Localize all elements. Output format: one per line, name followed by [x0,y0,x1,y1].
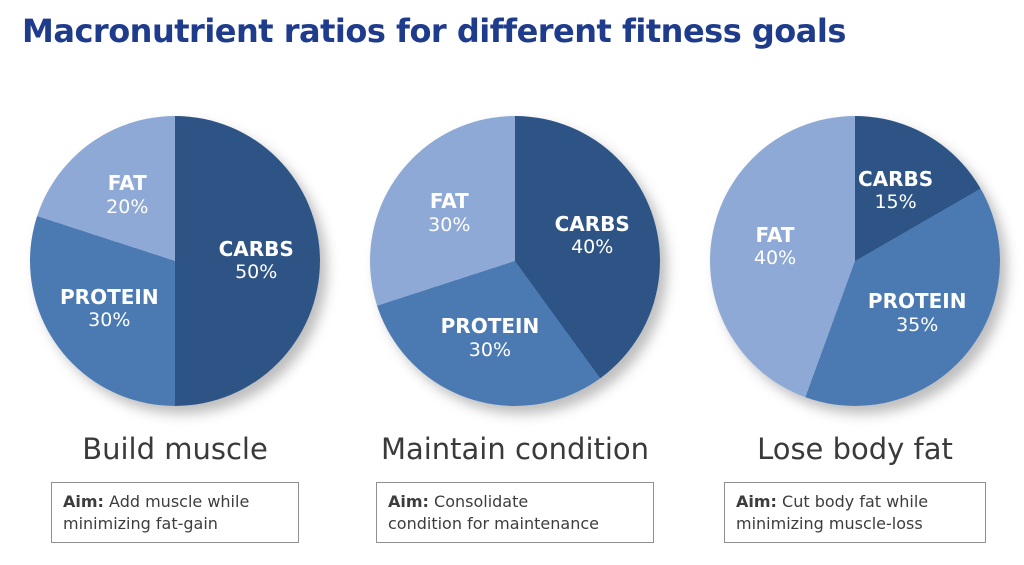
pie-slice-label-protein: PROTEIN 30% [441,314,540,362]
slice-category-label: CARBS [218,237,294,262]
slice-percent-label: 50% [235,261,278,284]
slice-percent-label: 30% [88,309,131,332]
aim-text: Cut body fat while minimizing muscle-los… [736,492,929,533]
pie-chart-build-muscle: CARBS 50% PROTEIN 30% FAT 20% [30,116,320,406]
goal-heading: Build muscle [82,432,268,466]
slice-category-label: PROTEIN [440,314,540,339]
slice-percent-label: 40% [753,247,797,270]
pie-slice-label-fat: FAT 30% [428,189,470,237]
pie-slice-label-fat: FAT 20% [106,172,148,220]
pie-slice-label-protein: PROTEIN 30% [60,285,159,333]
goal-heading: Maintain condition [380,432,650,466]
chart-column-maintain-condition: CARBS 40% PROTEIN 30% FAT 30% Maintain condit… [355,116,675,544]
pie-slice-label-protein: PROTEIN 35% [868,289,967,337]
aim-box: Aim: Cut body fat while minimizing muscl… [724,482,986,544]
aim-prefix: Aim: [736,492,777,511]
slice-percent-label: 20% [106,195,149,218]
aim-prefix: Aim: [63,492,104,511]
aim-text: Consolidate condition for maintenance [388,492,599,533]
aim-text: Add muscle while minimizing fat-gain [63,492,250,533]
chart-column-build-muscle: CARBS 50% PROTEIN 30% FAT 20% Build muscle Ai… [15,116,335,544]
aim-box: Aim: Consolidate condition for maintenan… [376,482,654,544]
slice-category-label: FAT [755,223,795,248]
slice-percent-label: 40% [571,236,614,259]
slice-percent-label: 15% [874,191,917,214]
slice-percent-label: 30% [428,213,471,236]
goal-heading: Lose body fat [757,432,953,466]
slice-category-label: CARBS [857,166,934,191]
pie-chart-maintain-condition: CARBS 40% PROTEIN 30% FAT 30% [370,116,660,406]
aim-box: Aim: Add muscle while minimizing fat-gai… [51,482,299,544]
page-title: Macronutrient ratios for different fitne… [22,12,846,50]
slice-category-label: PROTEIN [867,289,967,314]
slice-category-label: FAT [429,189,469,214]
chart-column-lose-body-fat: CARBS 15% PROTEIN 35% FAT 40% Lose body fat A… [695,116,1015,544]
slice-category-label: CARBS [554,212,630,237]
pie-slice-label-fat: FAT 40% [754,223,796,271]
slice-category-label: FAT [107,171,147,196]
slice-percent-label: 30% [468,338,512,361]
aim-prefix: Aim: [388,492,429,511]
pie-slice-label-carbs: CARBS 50% [219,237,294,285]
pie-slice-label-carbs: CARBS 40% [555,212,630,260]
slice-percent-label: 35% [896,313,939,336]
pie-slice-label-carbs: CARBS 15% [858,167,933,215]
pie-chart-lose-body-fat: CARBS 15% PROTEIN 35% FAT 40% [710,116,1000,406]
slice-category-label: PROTEIN [60,284,159,309]
